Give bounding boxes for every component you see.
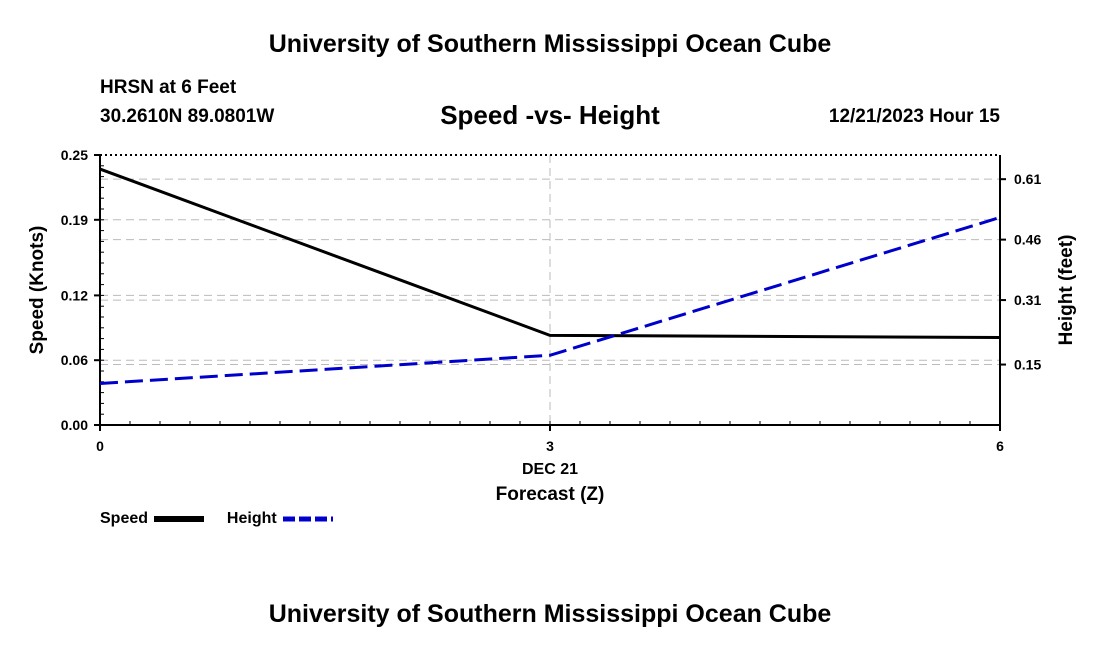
y-axis-left-label: Speed (Knots) xyxy=(27,226,48,355)
legend-height-label: Height xyxy=(226,510,277,527)
tick-label-left: 0.19 xyxy=(61,212,88,228)
tick-label-right: 0.61 xyxy=(1014,171,1041,187)
legend-speed-label: Speed xyxy=(100,510,149,527)
tick-label-left: 0.00 xyxy=(61,417,88,433)
footer-title: University of Southern Mississippi Ocean… xyxy=(268,600,832,628)
tick-label-left: 0.12 xyxy=(61,287,88,303)
tick-label-right: 0.15 xyxy=(1014,357,1041,373)
tick-label-left: 0.25 xyxy=(61,147,88,163)
station-name: HRSN at 6 Feet xyxy=(100,77,237,98)
chart-datetime: 12/21/2023 Hour 15 xyxy=(828,106,1000,127)
series-line-speed xyxy=(99,167,1001,340)
x-axis-label: Forecast (Z) xyxy=(496,484,605,505)
legend: Speed Height xyxy=(100,510,337,528)
x-date-label: DEC 21 xyxy=(522,461,578,478)
tick-label-x: 0 xyxy=(96,438,104,454)
tick-label-right: 0.46 xyxy=(1014,232,1041,248)
series-line-height xyxy=(99,216,1001,385)
chart-title: Speed -vs- Height xyxy=(440,100,660,130)
tick-label-right: 0.31 xyxy=(1014,292,1041,308)
tick-label-left: 0.06 xyxy=(61,352,88,368)
station-coords: 30.2610N 89.0801W xyxy=(100,106,275,127)
legend-height-swatch xyxy=(283,516,334,522)
y-axis-right-label: Height (feet) xyxy=(1056,235,1077,346)
legend-speed-swatch xyxy=(154,515,205,522)
tick-label-x: 3 xyxy=(546,438,554,454)
page-title: University of Southern Mississippi Ocean… xyxy=(268,30,832,58)
tick-label-x: 6 xyxy=(996,438,1004,454)
